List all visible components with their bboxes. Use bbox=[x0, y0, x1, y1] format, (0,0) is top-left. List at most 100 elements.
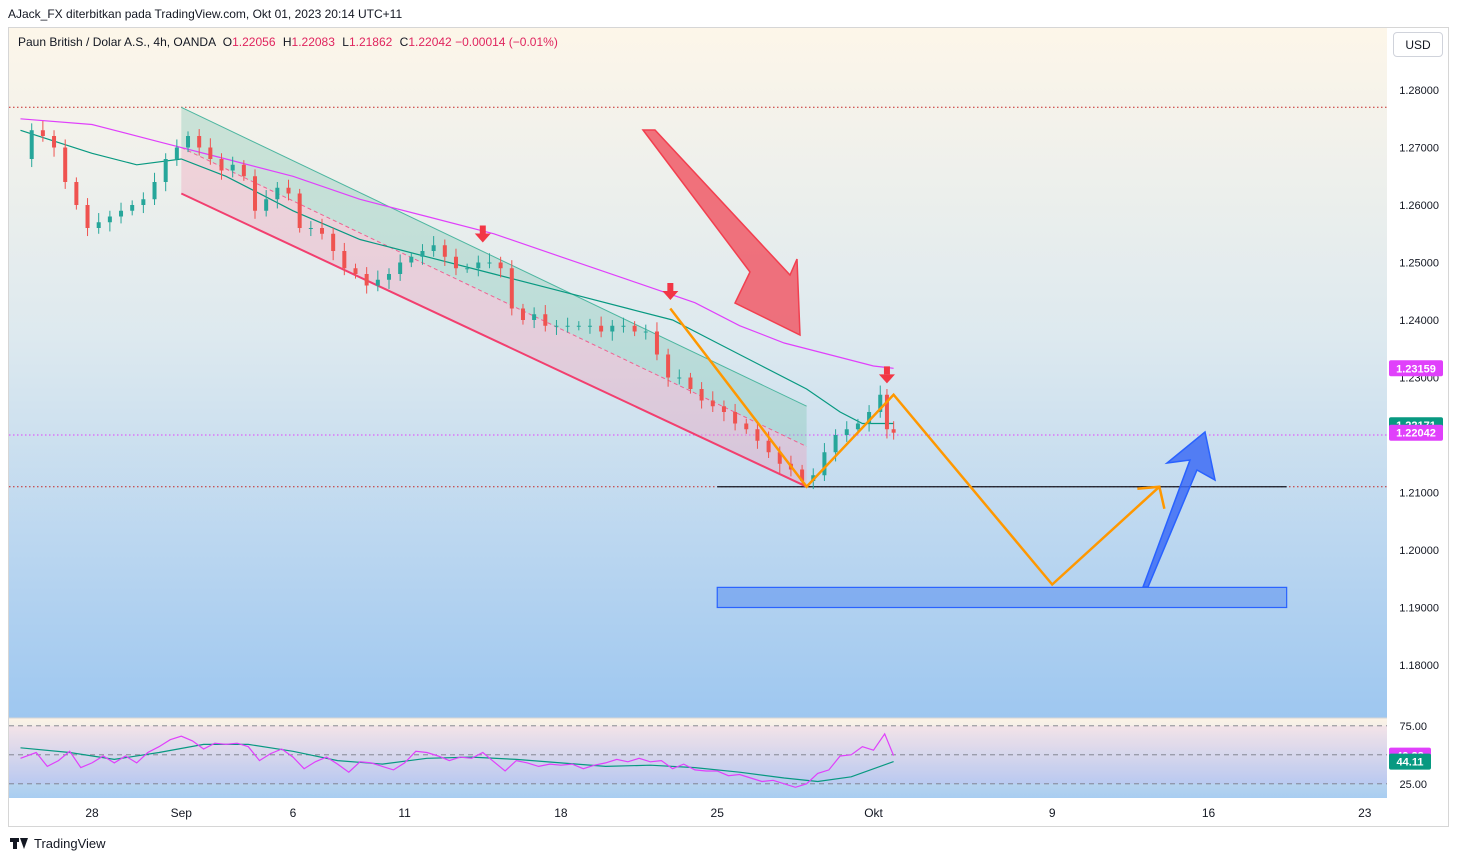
candle-body bbox=[666, 354, 671, 378]
candle-body bbox=[833, 435, 838, 453]
candle-body bbox=[867, 412, 872, 424]
sell-marker-stem bbox=[479, 225, 486, 234]
demand-zone-layer[interactable] bbox=[716, 586, 1288, 609]
rsi-line bbox=[20, 732, 895, 788]
down-arrow-annotation[interactable] bbox=[641, 129, 801, 337]
candle-body bbox=[621, 325, 626, 327]
candle-body bbox=[342, 251, 347, 269]
candle-body bbox=[699, 389, 704, 401]
candle-body bbox=[420, 251, 425, 257]
candle-body bbox=[275, 187, 280, 200]
candle-body bbox=[532, 314, 537, 320]
change-value: −0.00014 (−0.01%) bbox=[455, 35, 558, 49]
time-tick-label: 23 bbox=[1358, 806, 1372, 820]
time-tick-label: 11 bbox=[398, 806, 411, 820]
tradingview-logo-icon bbox=[10, 838, 28, 849]
channel-lower-line[interactable] bbox=[180, 192, 808, 488]
candle-body bbox=[107, 216, 112, 223]
candle-body bbox=[498, 262, 503, 269]
candle-body bbox=[319, 228, 324, 234]
price-badge-label: 1.23159 bbox=[1396, 363, 1436, 375]
close-value: 1.22042 bbox=[408, 35, 452, 49]
rsi-badge bbox=[1389, 753, 1431, 770]
candle-body bbox=[520, 308, 525, 320]
channel-upper-line[interactable] bbox=[181, 106, 807, 407]
rsi-tick-label: 75.00 bbox=[1399, 721, 1427, 733]
sell-marker-icon bbox=[662, 291, 679, 300]
candle-body bbox=[386, 274, 391, 280]
candle-body bbox=[141, 199, 146, 205]
candle-body bbox=[297, 193, 302, 228]
footer-brand[interactable]: TradingView bbox=[10, 836, 106, 851]
currency-button[interactable]: USD bbox=[1393, 32, 1443, 57]
candle-body bbox=[610, 325, 615, 332]
candle-body bbox=[884, 394, 889, 430]
rsi-ma-line bbox=[20, 743, 894, 783]
candle-body bbox=[654, 331, 659, 355]
symbol-legend: Paun British / Dolar A.S., 4h, OANDA O 1.… bbox=[18, 35, 558, 49]
price-tick-label: 1.27000 bbox=[1399, 143, 1439, 155]
candle-body bbox=[119, 210, 124, 217]
candle-body bbox=[375, 279, 380, 286]
price-tick-label: 1.25000 bbox=[1399, 258, 1439, 270]
projection-arrowhead[interactable] bbox=[1137, 485, 1166, 510]
candle-body bbox=[308, 228, 313, 229]
price-tick-label: 1.24000 bbox=[1399, 315, 1439, 327]
candle-body bbox=[677, 377, 682, 379]
candle-body bbox=[442, 245, 447, 257]
close-label: C bbox=[399, 35, 409, 49]
price-tick-label: 1.20000 bbox=[1399, 545, 1439, 557]
open-label: O bbox=[222, 35, 233, 49]
price-tick-label: 1.18000 bbox=[1399, 660, 1439, 672]
candle-body bbox=[364, 274, 369, 286]
annotation-arrows[interactable] bbox=[474, 129, 1217, 588]
time-tick-label: 28 bbox=[85, 806, 99, 820]
time-tick-label: 16 bbox=[1202, 806, 1216, 820]
candle-body bbox=[85, 205, 90, 228]
candle-body bbox=[241, 164, 246, 177]
demand-zone-rect[interactable] bbox=[716, 586, 1288, 609]
time-tick-label: 9 bbox=[1049, 806, 1056, 820]
candle-body bbox=[688, 377, 693, 389]
candle-body bbox=[130, 205, 135, 211]
candle-body bbox=[186, 136, 191, 148]
chart-frame bbox=[8, 27, 1449, 827]
moving-average-line bbox=[20, 129, 894, 425]
candle-body bbox=[29, 130, 34, 159]
candle-body bbox=[554, 325, 559, 327]
symbol-name: Paun British / Dolar A.S., 4h, OANDA bbox=[18, 35, 216, 49]
candle-body bbox=[576, 325, 581, 327]
price-axis[interactable]: 1.280001.270001.260001.250001.240001.230… bbox=[1387, 28, 1448, 798]
candle-body bbox=[453, 256, 458, 269]
sell-marker-icon bbox=[878, 374, 895, 384]
price-tick-label: 1.19000 bbox=[1399, 603, 1439, 615]
projection-path[interactable] bbox=[669, 307, 1161, 587]
candle-body bbox=[174, 147, 179, 159]
low-value: 1.21862 bbox=[348, 35, 393, 49]
candle-body bbox=[721, 406, 726, 412]
candle-body bbox=[286, 187, 291, 194]
rsi-badge-label: 44.11 bbox=[1397, 757, 1424, 769]
candle-body bbox=[822, 452, 827, 476]
low-label: L bbox=[342, 35, 349, 49]
up-arrow-annotation[interactable] bbox=[1141, 430, 1217, 588]
rsi-pane bbox=[9, 725, 1387, 788]
candle-body bbox=[710, 400, 715, 407]
time-tick-label: 18 bbox=[554, 806, 568, 820]
candle-body bbox=[777, 452, 782, 464]
projection-layer[interactable] bbox=[669, 307, 1166, 587]
time-tick-label: Sep bbox=[171, 806, 193, 820]
candle-body bbox=[230, 164, 235, 171]
candle-body bbox=[543, 314, 548, 326]
candle-body bbox=[632, 325, 637, 332]
candle-body bbox=[398, 262, 403, 274]
candle-body bbox=[197, 136, 202, 148]
candle-body bbox=[599, 325, 604, 332]
candle-body bbox=[331, 233, 336, 251]
candle-body bbox=[800, 469, 805, 481]
candle-body bbox=[509, 268, 514, 309]
time-axis[interactable]: 28 Sep 6 11 18 25 Okt 9 16 23 bbox=[85, 806, 1371, 820]
candle-body bbox=[63, 147, 68, 182]
price-badge bbox=[1389, 360, 1443, 377]
